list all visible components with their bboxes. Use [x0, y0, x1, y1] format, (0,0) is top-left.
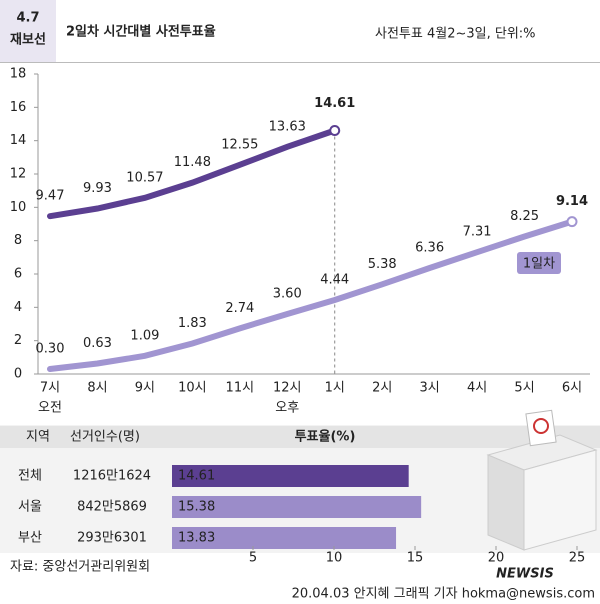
title: 2일차 시간대별 사전투표율 [66, 24, 216, 40]
x-tick-label: 9시 [135, 381, 155, 396]
table-header [0, 426, 600, 448]
region: 서울 [18, 500, 42, 515]
value-label: 0.63 [83, 336, 112, 351]
value-label: 9.93 [83, 181, 112, 196]
badge-bottom: 재보선 [10, 32, 46, 48]
region: 전체 [18, 469, 42, 484]
x-tick-label: 1시 [325, 381, 345, 396]
value-label: 1.83 [178, 316, 207, 331]
value-label: 13.63 [269, 119, 306, 134]
voters: 293만6301 [77, 531, 147, 546]
column-header: 지역 [26, 430, 50, 445]
series-line [47, 127, 338, 220]
x-tick-label: 6시 [562, 381, 582, 396]
x-tick-label: 7시 [40, 381, 60, 396]
y-tick-label: 6 [14, 267, 22, 282]
voters: 842만5869 [77, 500, 147, 515]
x-tick-label: 10 [326, 551, 343, 566]
end-marker [329, 125, 341, 136]
voters: 1216만1624 [73, 469, 151, 484]
subtitle: 사전투표 4월2~3일, 단위:% [375, 27, 536, 42]
value-label: 14.61 [314, 96, 355, 111]
series-line [47, 218, 575, 372]
value-label: 9.14 [556, 194, 588, 209]
value-label: 2.74 [225, 301, 254, 316]
y-tick-label: 8 [14, 233, 22, 248]
y-tick-label: 2 [14, 333, 22, 348]
value-label: 0.30 [36, 342, 65, 357]
x-tick-label: 5시 [514, 381, 534, 396]
region: 부산 [18, 531, 42, 546]
value-label: 9.47 [36, 189, 65, 204]
value-label: 6.36 [415, 241, 444, 256]
y-tick-label: 12 [10, 167, 27, 182]
value-label: 10.57 [126, 170, 163, 185]
y-tick-label: 16 [10, 100, 27, 115]
x-tick-label: 15 [407, 551, 424, 566]
divider [0, 62, 600, 63]
x-tick-label: 3시 [420, 381, 440, 396]
value-label: 8.25 [510, 209, 539, 224]
logo: NEWSIS [496, 567, 554, 582]
value-label: 5.38 [368, 257, 397, 272]
value-label: 11.48 [174, 155, 211, 170]
bar-label: 15.38 [178, 500, 215, 515]
y-tick-label: 14 [10, 133, 27, 148]
y-tick-label: 18 [10, 67, 27, 82]
legend-box [517, 252, 561, 274]
badge [0, 0, 56, 62]
x-tick-label: 20 [488, 551, 505, 566]
bar-label: 14.61 [178, 469, 215, 484]
x-tick-label: 2시 [372, 381, 392, 396]
annotation: 오후 [275, 401, 299, 416]
value-label: 4.44 [320, 273, 349, 288]
column-header: 투표율(%) [295, 429, 356, 445]
x-tick-label: 10시 [178, 381, 207, 396]
y-tick-label: 10 [10, 200, 27, 215]
ballot-box [486, 409, 598, 551]
y-tick-label: 0 [14, 367, 22, 382]
x-tick-label: 12시 [273, 381, 302, 396]
column-header: 선거인수(명) [70, 430, 140, 445]
x-tick-label: 8시 [87, 381, 107, 396]
legend-label: 1일차 [523, 257, 555, 272]
bar [172, 527, 397, 549]
badge-top: 4.7 [16, 11, 39, 26]
annotation: 오전 [38, 401, 62, 416]
bar-label: 13.83 [178, 531, 215, 546]
y-tick-label: 4 [14, 300, 22, 315]
x-tick-label: 5 [249, 551, 257, 566]
value-label: 7.31 [463, 225, 492, 240]
value-label: 1.09 [130, 328, 159, 343]
end-marker [566, 216, 578, 228]
value-label: 12.55 [221, 137, 258, 152]
x-tick-label: 11시 [226, 381, 255, 396]
value-label: 3.60 [273, 287, 302, 302]
source: 자료: 중앙선거관리위원회 [10, 560, 150, 575]
credit: 20.04.03 안지혜 그래픽 기자 hokma@newsis.com [292, 587, 595, 602]
bar [172, 465, 409, 487]
bar [172, 496, 422, 518]
x-tick-label: 4시 [467, 381, 487, 396]
x-tick-label: 25 [569, 551, 586, 566]
